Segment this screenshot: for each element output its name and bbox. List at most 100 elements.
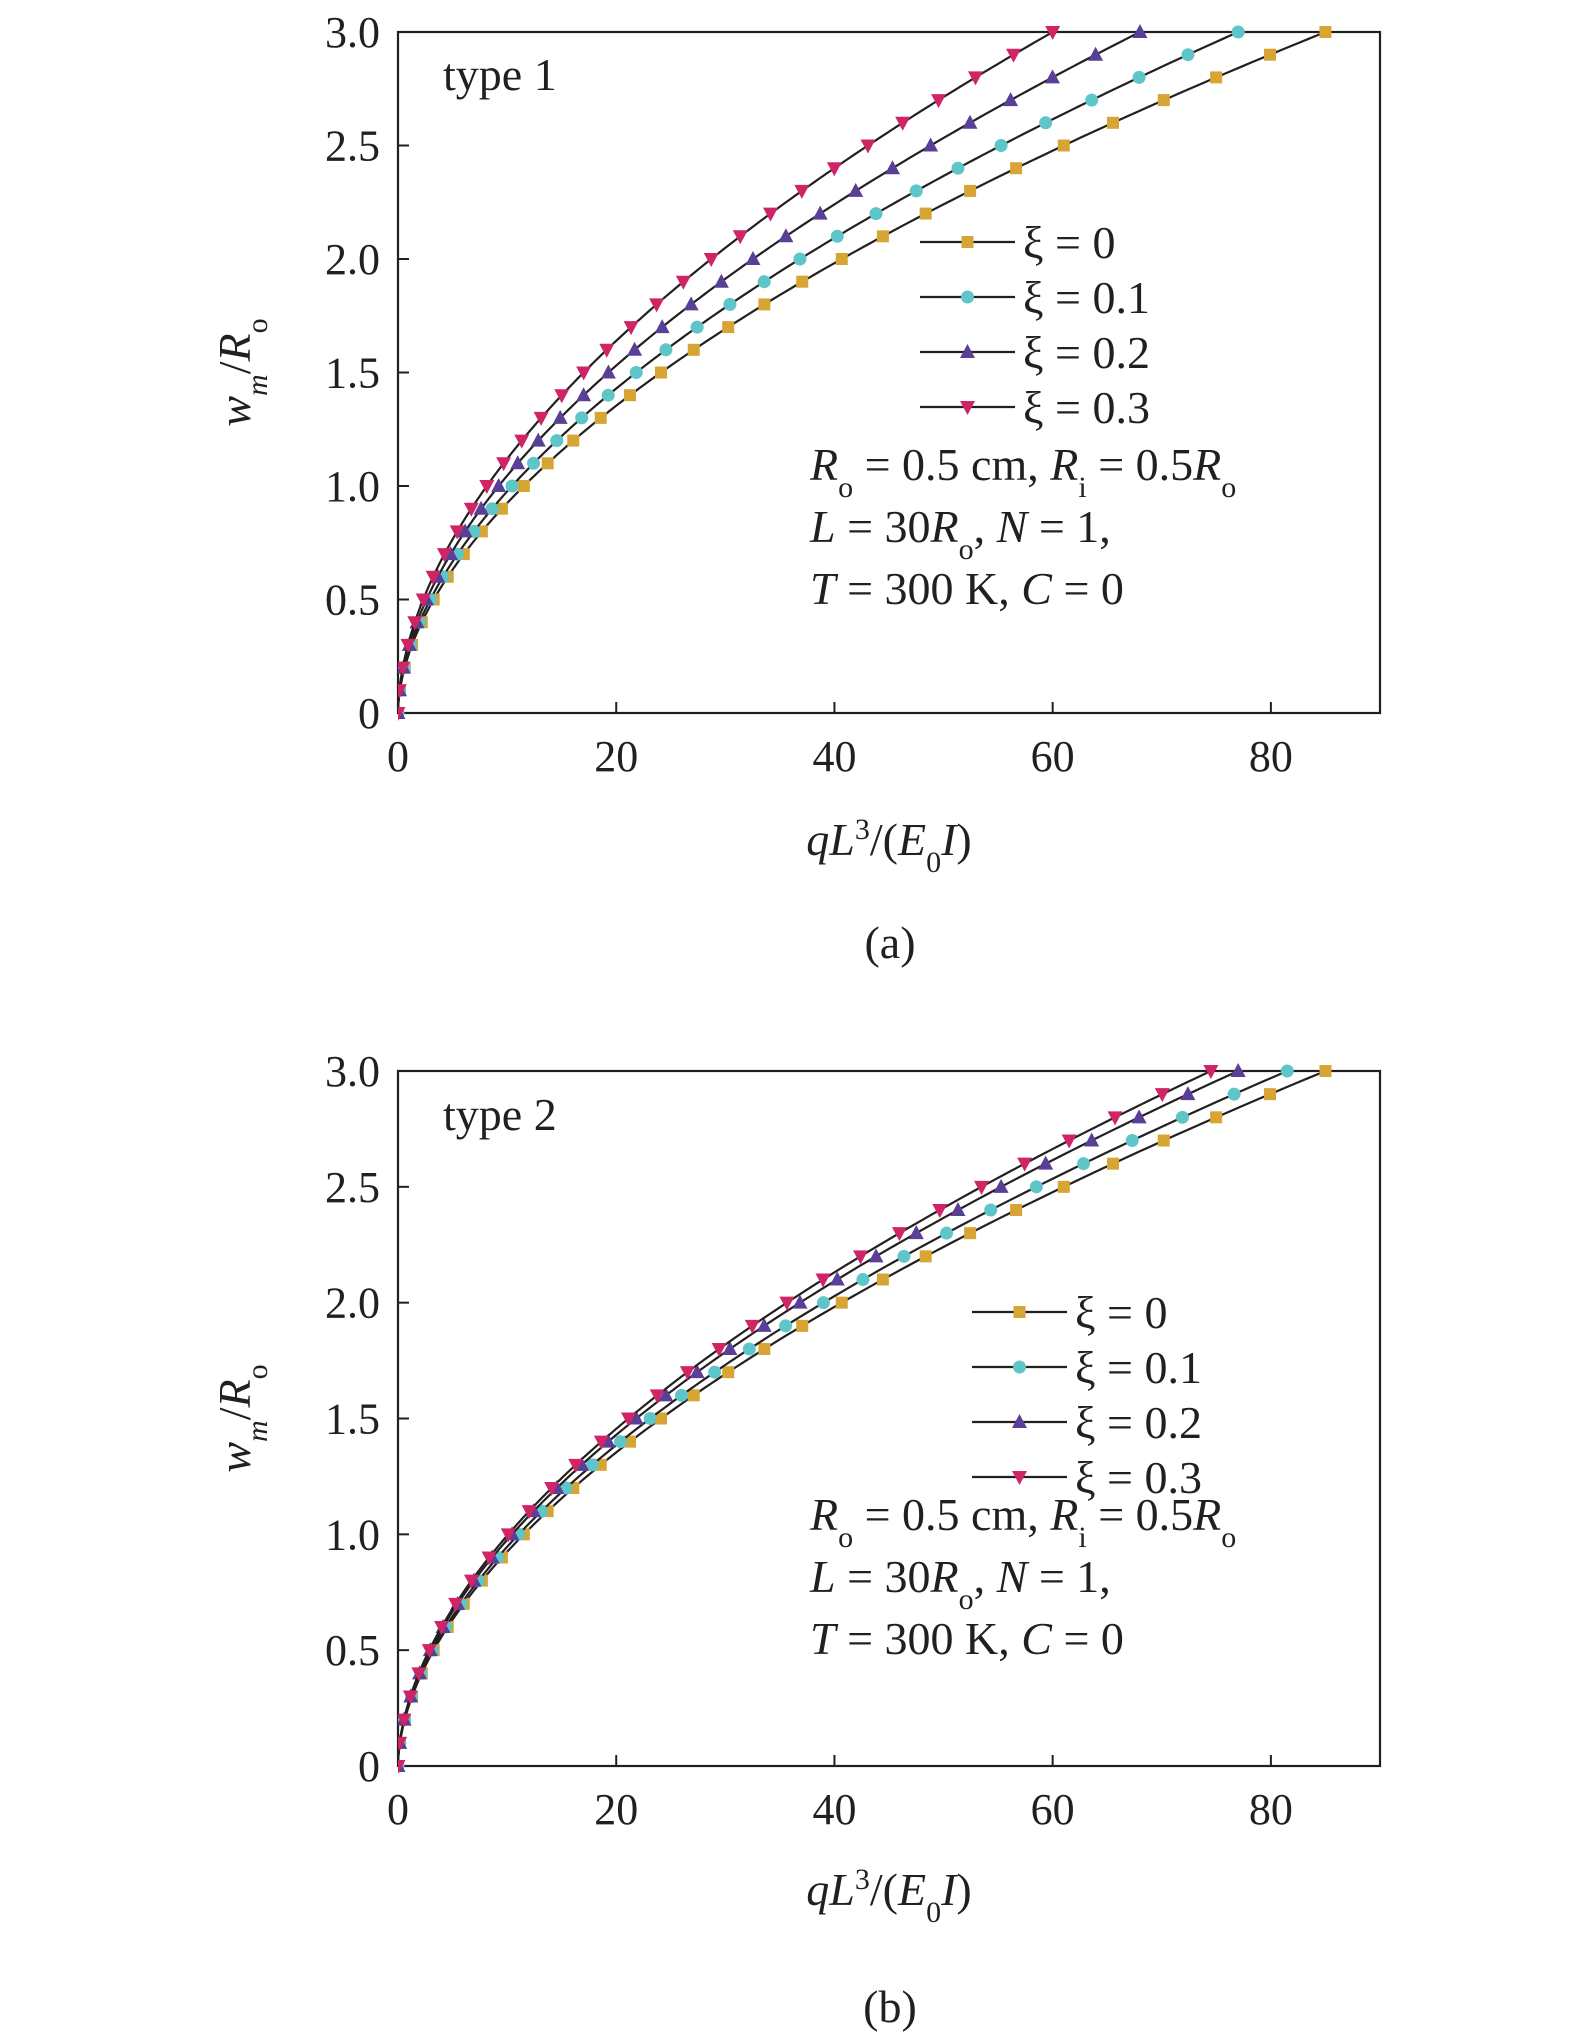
panel-annotation: type 1 [443,49,557,100]
data-point-0 [722,1366,735,1379]
series-group [398,24,1332,721]
data-point-3 [649,1389,665,1404]
data-point-1 [559,1481,573,1495]
data-point-0 [517,480,530,492]
data-point-0 [594,411,607,424]
y-tick-label: 3.0 [325,8,380,57]
data-point-2 [829,1271,845,1286]
chart-panel-1: 0 20 40 60 80 0 0.5 1.0 1.5 2.0 2.5 3.0 qL3/(E0I) wm/… [209,8,1382,968]
data-point-2 [1084,1132,1100,1147]
x-axis-label: qL3/(E0I) [806,813,971,879]
data-point-2 [576,387,592,402]
data-point-2 [950,1202,966,1216]
data-point-3 [1006,48,1022,63]
data-point-2 [962,114,978,129]
legend-marker [960,401,975,415]
data-point-3 [481,1551,497,1566]
param-line-1: Ro = 0.5 cm, Ri = 0.5Ro [809,439,1236,504]
data-point-3 [711,1343,727,1357]
data-point-0 [623,1435,636,1448]
data-point-1 [1125,1134,1139,1147]
legend-label: ξ = 0 [1023,217,1115,268]
data-point-1 [779,1319,793,1333]
data-point-0 [1319,1065,1332,1077]
data-point-3 [411,1667,427,1682]
x-tick-label: 60 [1031,1785,1075,1834]
data-point-0 [722,321,735,334]
data-point-3 [931,94,947,109]
data-point-2 [1131,1109,1147,1124]
data-point-1 [613,1435,627,1449]
data-point-3 [860,139,876,154]
data-point-2 [473,500,489,515]
data-point-3 [434,1621,450,1635]
data-point-1 [869,207,883,221]
panel-caption: (a) [864,917,915,968]
data-point-2 [868,1248,884,1263]
data-point-1 [940,1226,954,1240]
legend-label: ξ = 0.2 [1023,327,1150,378]
legend-item-0: ξ = 0 [972,1287,1167,1338]
data-point-2 [457,523,473,538]
legend-marker [960,344,975,358]
data-point-1 [909,184,923,198]
y-tick-label: 1.5 [325,349,380,398]
y-tick-label: 1.0 [325,1510,380,1559]
legend-label: ξ = 0.1 [1075,1342,1202,1393]
data-point-3 [407,616,423,631]
data-point-3 [1107,1111,1123,1126]
x-tick-label: 0 [387,1785,409,1834]
chart-panel-2: 0 20 40 60 80 0 0.5 1.0 1.5 2.0 2.5 3.0 qL3/(E0I) wm/… [209,1047,1382,2032]
data-point-1 [742,1342,756,1356]
data-point-3 [398,707,406,721]
data-point-2 [713,273,729,288]
param-line-1: Ro = 0.5 cm, Ri = 0.5Ro [809,1489,1236,1554]
legend-item-3: ξ = 0.3 [972,1452,1202,1503]
y-axis-label: wm/Ro [209,318,274,426]
data-point-0 [919,207,932,220]
data-point-3 [1203,1065,1219,1079]
data-point-3 [1045,26,1061,40]
data-point-2 [1230,1063,1246,1077]
data-point-1 [1175,1110,1189,1124]
x-tick-label: 60 [1031,732,1075,781]
y-tick-label: 1.5 [325,1395,380,1444]
data-point-3 [679,1366,695,1381]
data-point-0 [758,298,771,311]
data-point-2 [812,205,828,220]
data-point-0 [1210,1111,1223,1124]
data-point-3 [895,116,911,131]
data-point-1 [897,1249,911,1263]
x-tick-label: 20 [594,732,638,781]
data-point-3 [398,684,407,699]
data-point-0 [655,1412,668,1425]
data-point-0 [623,389,636,402]
data-point-1 [1039,116,1053,130]
data-point-3 [891,1227,907,1242]
data-point-1 [585,1458,599,1472]
y-tick-label: 0 [358,1742,380,1791]
param-line-2: L = 30Ro, N = 1, [809,501,1111,566]
data-point-0 [796,275,809,288]
data-point-3 [398,1713,412,1728]
data-point-2 [792,1294,808,1309]
data-point-1 [1280,1064,1294,1078]
data-point-2 [654,319,670,334]
y-tick-label: 2.5 [325,122,380,171]
data-point-2 [993,1178,1009,1193]
data-point-3 [649,298,665,313]
y-tick-label: 0 [358,689,380,738]
x-axis-label: qL3/(E0I) [806,1863,971,1929]
data-point-0 [1319,26,1332,38]
data-point-0 [1106,116,1119,129]
param-line-3: T = 300 K, C = 0 [810,1613,1124,1664]
data-point-1 [757,275,771,289]
legend-item-2: ξ = 0.2 [972,1397,1202,1448]
data-point-0 [876,230,889,243]
data-point-2 [778,228,794,243]
data-point-1 [505,479,519,493]
data-point-1 [830,229,844,243]
data-point-1 [1132,70,1146,84]
data-point-3 [1017,1157,1033,1172]
